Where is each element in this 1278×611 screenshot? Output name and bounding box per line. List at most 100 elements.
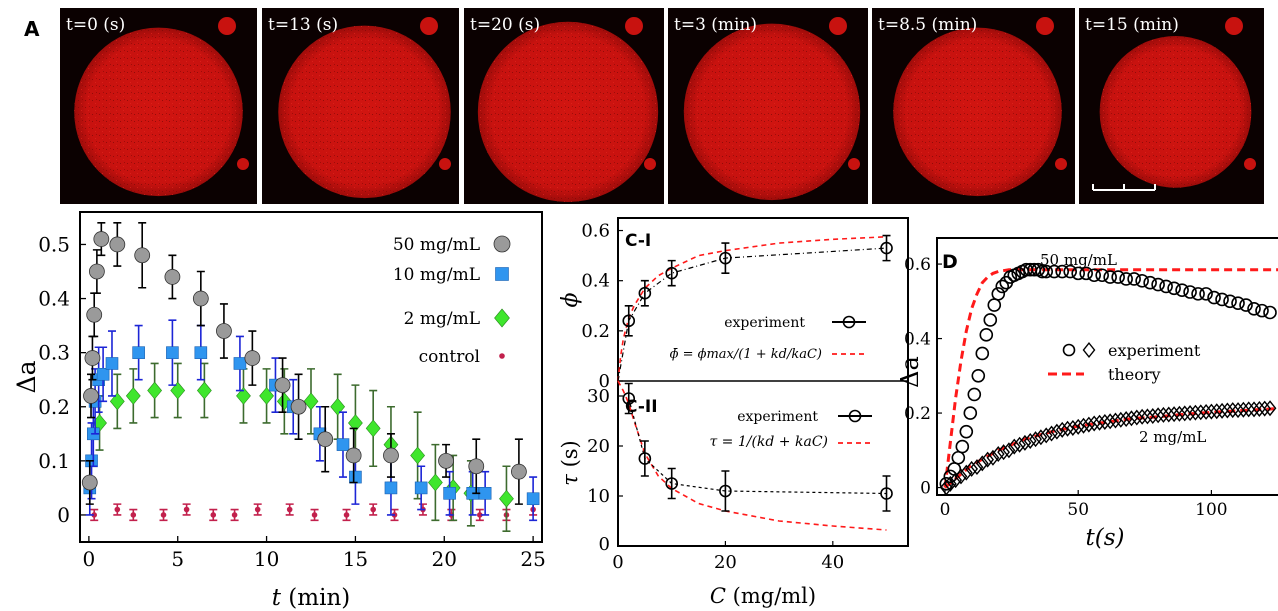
data-point xyxy=(995,279,1010,294)
data-point xyxy=(330,397,346,416)
y-tick-label: 0.6 xyxy=(904,255,931,275)
data-point xyxy=(880,487,893,500)
x-axis-label: C (mg/ml) xyxy=(710,584,816,608)
data-point xyxy=(638,452,652,465)
data-point xyxy=(991,446,1005,463)
data-point xyxy=(1252,400,1266,417)
data-point xyxy=(1055,264,1070,279)
data-point xyxy=(1215,402,1229,419)
data-point xyxy=(1071,266,1085,281)
y-tick-label: 0.2 xyxy=(904,404,931,424)
y-tick-label: 0 xyxy=(57,503,70,527)
data-point xyxy=(499,489,514,508)
data-point xyxy=(410,446,426,465)
legend-label: control xyxy=(419,347,480,367)
small-droplet xyxy=(625,17,643,35)
data-point xyxy=(1087,268,1101,283)
data-point xyxy=(1231,402,1245,419)
y-tick-label: 0 xyxy=(599,371,610,392)
data-point xyxy=(1223,294,1237,309)
data-point xyxy=(236,387,251,405)
error-bar xyxy=(640,279,649,307)
data-point xyxy=(526,492,540,506)
data-point xyxy=(125,387,141,405)
data-point xyxy=(1002,442,1016,459)
data-point xyxy=(83,388,99,404)
data-point xyxy=(1151,277,1165,292)
data-point xyxy=(109,392,125,411)
y-tick-label: 0.4 xyxy=(581,271,610,292)
legend-label: 10 mg/mL xyxy=(393,265,480,285)
small-droplet xyxy=(420,17,438,35)
data-point xyxy=(1215,292,1229,307)
data-point xyxy=(1077,417,1090,434)
x-tick-label: 40 xyxy=(821,552,844,573)
small-droplet xyxy=(218,17,236,35)
data-point xyxy=(1135,408,1149,425)
legend-marker xyxy=(494,308,510,328)
data-point xyxy=(511,463,527,480)
data-point xyxy=(132,346,145,359)
data-point xyxy=(1162,406,1176,423)
data-point xyxy=(1175,283,1189,297)
frame-time-label: t=0 (s) xyxy=(66,15,125,35)
data-point xyxy=(93,231,110,247)
data-point xyxy=(86,306,103,323)
x-axis-label: t (min) xyxy=(272,585,351,611)
data-point xyxy=(987,298,1002,312)
droplet-texture xyxy=(893,27,1062,197)
data-point xyxy=(244,350,261,366)
data-point xyxy=(1007,438,1021,455)
theory-curve-1 xyxy=(944,407,1278,489)
data-point xyxy=(965,460,979,477)
data-point xyxy=(1247,301,1261,316)
small-droplet xyxy=(1055,158,1067,170)
x-axis-label: t(s) xyxy=(1086,525,1125,551)
legend-marker-circle xyxy=(1062,343,1076,357)
legend-marker xyxy=(842,315,856,329)
data-point xyxy=(991,287,1006,301)
data-point xyxy=(1013,436,1026,453)
y-tick-label: 0.6 xyxy=(581,221,610,242)
data-point xyxy=(1167,406,1181,423)
legend-label: experiment xyxy=(724,315,805,331)
frame-4: t=8.5 (min) xyxy=(872,8,1075,204)
data-point xyxy=(983,313,998,327)
legend-label-fit: τ = 1/(kd + kaC) xyxy=(709,434,828,450)
annotation-2mg: 2 mg/mL xyxy=(1139,428,1206,446)
data-point xyxy=(1087,415,1101,432)
y-tick-label: 0.1 xyxy=(38,449,70,473)
legend-label: experiment xyxy=(737,409,818,425)
data-point xyxy=(1263,305,1277,320)
error-bar xyxy=(667,259,676,287)
small-droplet xyxy=(439,158,451,170)
data-point xyxy=(1194,404,1208,421)
data-point xyxy=(164,269,181,285)
legend-marker xyxy=(493,235,511,253)
data-point xyxy=(1236,401,1250,418)
data-point xyxy=(638,286,652,300)
panel-a: A t=0 (s) t=13 (s) t=20 (s) t=3 (min) t=8.5 … xyxy=(24,8,1264,204)
data-point xyxy=(1231,296,1245,310)
y-axis-label-phi: ϕ xyxy=(558,293,583,308)
y-axis-label: Δa xyxy=(896,356,924,388)
data-point xyxy=(975,455,989,472)
plot-frame xyxy=(617,217,909,547)
data-point xyxy=(963,406,978,420)
data-point xyxy=(665,266,679,280)
series-50-mg-ml xyxy=(81,222,527,505)
data-point xyxy=(1183,405,1197,422)
data-point xyxy=(939,479,953,496)
data-point xyxy=(975,346,990,361)
data-point xyxy=(1173,405,1186,422)
data-point xyxy=(1239,298,1253,312)
data-point xyxy=(1189,404,1202,421)
data-point xyxy=(1029,431,1042,448)
data-point xyxy=(1063,264,1078,279)
frame-time-label: t=15 (min) xyxy=(1085,15,1179,35)
data-point xyxy=(1220,402,1234,419)
data-point xyxy=(1263,400,1277,417)
data-point xyxy=(109,236,126,253)
y-tick-label: 0.4 xyxy=(38,287,70,311)
